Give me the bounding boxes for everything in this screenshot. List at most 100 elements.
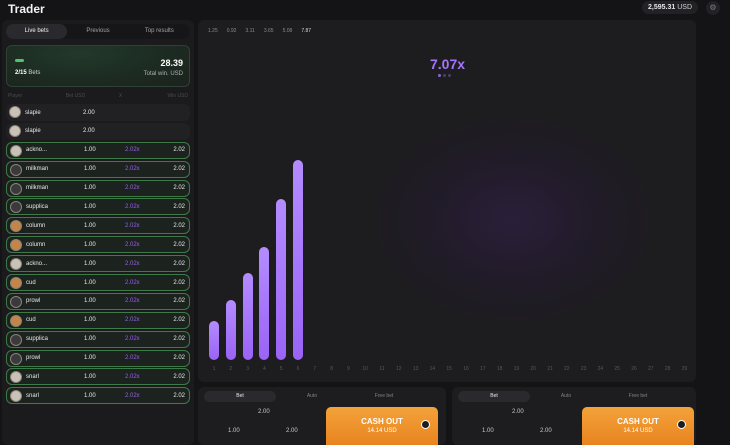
bet-row: cud 1.00 2.02x 2.02 — [6, 274, 190, 292]
avatar — [10, 277, 22, 290]
win-amount: 2.02 — [173, 203, 185, 210]
round-dot — [438, 74, 441, 77]
win-multiplier: 2.02x — [125, 279, 140, 286]
axis-label: 6 — [296, 366, 300, 372]
quick-amount-1[interactable]: 1.00 — [228, 428, 240, 434]
axis-label: 25 — [614, 366, 620, 372]
quick-amount-2[interactable]: 2.00 — [540, 428, 552, 434]
win-amount: 2.02 — [173, 355, 185, 362]
win-multiplier: 2.02x — [125, 373, 140, 380]
axis-label: 28 — [664, 366, 671, 372]
win-multiplier: 2.02x — [125, 147, 140, 154]
avatar — [9, 106, 21, 118]
win-amount: 2.02 — [173, 185, 185, 192]
quick-amount-2[interactable]: 2.00 — [286, 428, 298, 434]
bet-amount[interactable]: 2.00 — [512, 409, 524, 415]
win-amount: 2.02 — [173, 279, 185, 286]
cash-out-button[interactable]: CASH OUT 14.14 USD — [326, 407, 438, 445]
axis-label: 15 — [446, 366, 452, 372]
quick-amount-1[interactable]: 1.00 — [482, 428, 494, 434]
axis-label: 4 — [263, 366, 266, 372]
win-amount: 2.02 — [173, 373, 185, 380]
total-win-amount: 28.39 — [160, 58, 183, 68]
axis-label: 23 — [580, 366, 587, 372]
top-bar: Trader 2,595.31 USD ⚙ — [0, 0, 730, 18]
axis-label: 17 — [480, 366, 486, 372]
tab-auto[interactable]: Auto — [306, 393, 318, 399]
win-multiplier: 2.02x — [125, 336, 140, 343]
cash-out-amount: 14.14 USD — [367, 428, 397, 434]
axis-label: 2 — [229, 366, 233, 372]
axis-label: 12 — [396, 366, 402, 372]
tab-top-results[interactable]: Top results — [144, 28, 174, 34]
player-name: supplica — [26, 336, 49, 343]
col-player: Player — [8, 93, 23, 99]
axis-label: 9 — [347, 366, 350, 372]
win-multiplier: 2.02x — [125, 203, 140, 210]
player-name: milkman — [26, 166, 49, 173]
avatar — [10, 144, 22, 157]
bet-row: supplica 1.00 2.02x 2.02 — [6, 330, 190, 348]
col-win: Win USD — [167, 93, 188, 99]
bet-amount: 1.00 — [84, 241, 96, 248]
win-amount: 2.02 — [173, 298, 185, 305]
tab-bet[interactable]: Bet — [458, 391, 530, 402]
bet-row: slapie 2.00 — [6, 104, 190, 121]
axis-label: 13 — [412, 366, 419, 372]
col-x: X — [118, 93, 123, 99]
bet-amount: 1.00 — [84, 166, 96, 173]
round-dot — [443, 74, 446, 77]
bet-amount: 1.00 — [84, 373, 96, 380]
tab-bet[interactable]: Bet — [204, 391, 276, 402]
axis-label: 16 — [463, 366, 469, 372]
background-glow — [378, 120, 648, 320]
bet-amount: 2.00 — [83, 109, 95, 116]
bet-row: column 1.00 2.02x 2.02 — [6, 236, 190, 254]
balance-display: 2,595.31 USD — [642, 1, 698, 14]
bet-amount: 1.00 — [84, 147, 96, 154]
win-multiplier: 2.02x — [125, 355, 140, 362]
avatar — [10, 163, 22, 176]
player-name: cud — [26, 317, 36, 324]
avatar — [10, 390, 22, 403]
axis-label: 22 — [564, 366, 570, 372]
bet-row: prowl 1.00 2.02x 2.02 — [6, 349, 190, 367]
gear-icon[interactable]: ⚙ — [706, 1, 720, 15]
candle-bar — [276, 199, 287, 360]
win-amount: 2.02 — [173, 222, 185, 229]
win-multiplier: 2.02x — [125, 166, 140, 173]
tab-previous[interactable]: Previous — [86, 28, 110, 34]
bet-panel-2-tabs: Bet Auto Free bet — [458, 391, 674, 402]
bet-amount[interactable]: 2.00 — [258, 409, 270, 415]
col-bet: Bet USD — [65, 93, 86, 99]
balance-currency: USD — [677, 4, 692, 11]
coin-icon — [677, 420, 686, 429]
axis-label: 18 — [496, 366, 503, 372]
tab-free-bet[interactable]: Free bet — [374, 393, 394, 399]
avatar — [10, 333, 22, 346]
coin-icon — [421, 420, 430, 429]
candle-bar — [259, 247, 270, 360]
history-value: 7.87 — [301, 28, 312, 34]
avatar — [10, 314, 22, 327]
player-name: milkman — [26, 185, 49, 192]
cash-out-label: CASH OUT — [361, 417, 403, 426]
bet-amount: 1.00 — [84, 317, 96, 324]
history-value: 5.08 — [282, 28, 293, 34]
current-multiplier: 7.07x — [430, 56, 466, 72]
bets-table-header: Player Bet USD X Win USD — [8, 93, 188, 102]
player-name: snarl — [26, 373, 40, 380]
tab-free-bet[interactable]: Free bet — [628, 393, 648, 399]
axis-label: 5 — [279, 366, 283, 372]
win-amount: 2.02 — [173, 260, 185, 267]
bet-row: prowl 1.00 2.02x 2.02 — [6, 292, 190, 310]
bet-amount: 1.00 — [84, 298, 96, 305]
cash-out-button[interactable]: CASH OUT 14.14 USD — [582, 407, 694, 445]
axis-label: 24 — [597, 366, 604, 372]
tab-live-bets[interactable]: Live bets — [6, 24, 68, 39]
player-name: snarl — [26, 392, 40, 399]
bet-amount: 1.00 — [84, 185, 96, 192]
total-win-label: Total win. USD — [143, 71, 183, 77]
tab-auto[interactable]: Auto — [560, 393, 572, 399]
